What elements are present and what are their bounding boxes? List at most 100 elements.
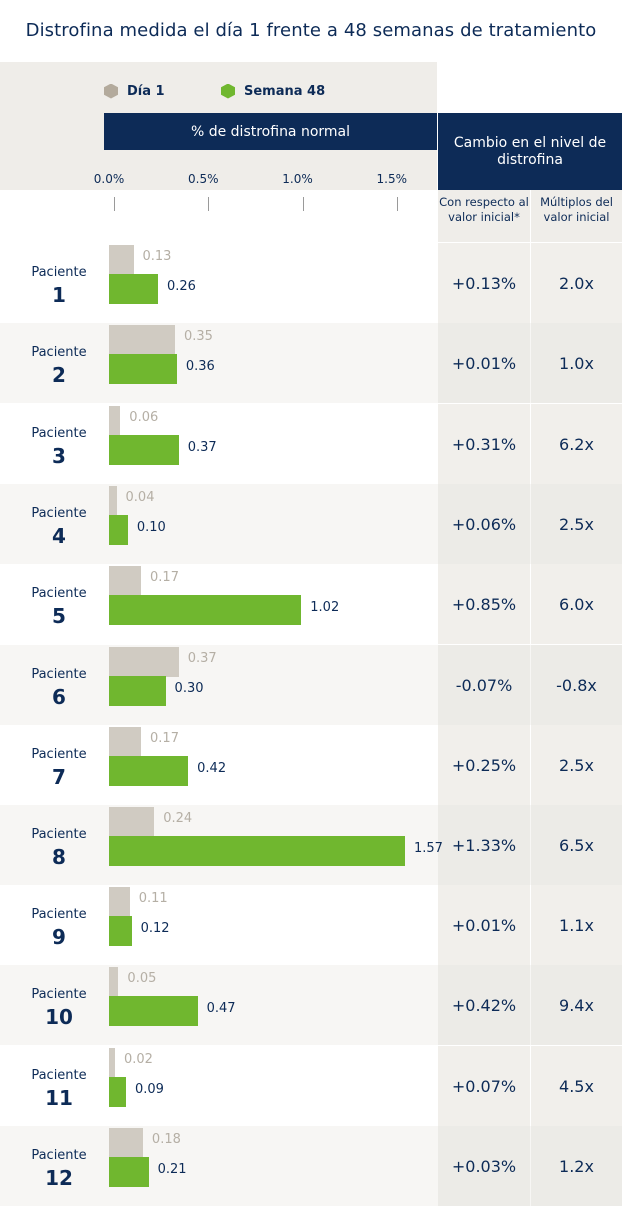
- patient-number: 2: [52, 363, 66, 387]
- change-vs-baseline-cell: +0.85%: [451, 594, 517, 614]
- patient-label: Paciente 1: [0, 243, 118, 323]
- tick-label: 0.0%: [93, 172, 125, 186]
- patient-label: Paciente 2: [0, 323, 118, 403]
- legend-label-week48: Semana 48: [244, 83, 326, 99]
- fold-change-cell: 6.0x: [559, 594, 594, 614]
- cell-background: [531, 243, 622, 323]
- hexagon-icon: [221, 83, 235, 99]
- table-row: Paciente 5 0.17 1.02 +0.85% 6.0x: [0, 564, 622, 644]
- patient-label: Paciente 4: [0, 484, 118, 564]
- data-label-week48: 0.10: [136, 520, 166, 535]
- data-label-day1: 0.17: [150, 731, 179, 746]
- patient-word: Paciente: [31, 1148, 87, 1163]
- fold-change-cell: 1.2x: [559, 1156, 594, 1176]
- bar-day1: [109, 647, 179, 677]
- table-row: Paciente 2 0.35 0.36 +0.01% 1.0x: [0, 323, 622, 403]
- data-label-week48: 1.57: [413, 841, 443, 856]
- change-vs-baseline-cell: +0.01%: [451, 915, 517, 935]
- bar-day1: [109, 325, 175, 355]
- fold-change-cell: 2.5x: [559, 755, 594, 775]
- bar-week48: [109, 756, 189, 786]
- data-label-day1: 0.06: [129, 410, 159, 425]
- patient-number: 11: [45, 1086, 73, 1110]
- bar-day1: [109, 1128, 143, 1158]
- data-label-week48: 0.21: [157, 1162, 187, 1177]
- cell-background: [531, 885, 622, 965]
- bar-day1: [109, 1048, 115, 1078]
- fold-change-cell: 6.5x: [559, 835, 594, 855]
- data-label-day1: 0.37: [187, 651, 217, 666]
- cell-background: [438, 885, 530, 965]
- table-row: Paciente 9 0.11 0.12 +0.01% 1.1x: [0, 885, 622, 965]
- cell-background: [531, 805, 622, 885]
- bar-week48: [109, 595, 302, 625]
- patient-label: Paciente 12: [0, 1126, 118, 1206]
- fold-change-cell: 2.5x: [559, 514, 594, 534]
- data-label-week48: 0.12: [140, 921, 170, 936]
- bar-day1: [109, 486, 117, 516]
- tick-line: [396, 197, 398, 211]
- patient-word: Paciente: [31, 506, 87, 521]
- bar-week48: [109, 916, 132, 946]
- patient-number: 8: [52, 845, 66, 869]
- data-label-day1: 0.35: [183, 329, 213, 344]
- bar-day1: [109, 245, 134, 275]
- change-vs-baseline-cell: +0.01%: [451, 353, 517, 373]
- patient-number: 9: [52, 925, 66, 949]
- legend-label-day1: Día 1: [127, 83, 165, 99]
- change-vs-baseline-cell: +0.03%: [451, 1156, 517, 1176]
- bar-week48: [109, 515, 128, 545]
- patient-number: 4: [52, 524, 66, 548]
- bar-day1: [109, 406, 121, 436]
- subheader-baseline: Con respecto al valor inicial*: [439, 195, 529, 224]
- patient-label: Paciente 3: [0, 404, 118, 484]
- cell-background: [438, 1126, 530, 1206]
- change-vs-baseline-cell: +0.25%: [451, 755, 517, 775]
- fold-change-cell: 1.1x: [559, 915, 594, 935]
- cell-background: [531, 323, 622, 403]
- hexagon-icon: [104, 83, 118, 99]
- fold-change-cell: 9.4x: [559, 995, 594, 1015]
- table-row: Paciente 1 0.13 0.26 +0.13% 2.0x: [0, 243, 622, 323]
- bar-week48: [109, 676, 166, 706]
- subheader-fold: Múltiplos del valor inicial: [540, 195, 613, 224]
- fold-change-cell: 6.2x: [559, 434, 594, 454]
- cell-background: [438, 243, 530, 323]
- chart-title: Distrofina medida el día 1 frente a 48 s…: [25, 20, 597, 41]
- fold-change-cell: 4.5x: [559, 1076, 594, 1096]
- fold-change-cell: 1.0x: [559, 353, 594, 373]
- tick-label: 1.0%: [282, 172, 313, 186]
- patient-word: Paciente: [31, 426, 87, 441]
- bar-week48: [109, 274, 158, 304]
- subheader-bg-baseline: [438, 190, 530, 242]
- cell-background: [531, 965, 622, 1045]
- patient-word: Paciente: [31, 987, 87, 1002]
- legend-item-week48: Semana 48: [221, 82, 325, 100]
- cell-background: [531, 725, 622, 805]
- patient-label: Paciente 5: [0, 564, 118, 644]
- table-row: Paciente 12 0.18 0.21 +0.03% 1.2x: [0, 1126, 622, 1206]
- cell-background: [531, 645, 622, 725]
- patient-label: Paciente 11: [0, 1046, 118, 1126]
- patient-number: 3: [52, 444, 66, 468]
- fold-change-cell: -0.8x: [556, 675, 597, 695]
- patient-label: Paciente 9: [0, 885, 118, 965]
- change-vs-baseline-cell: +0.07%: [451, 1076, 517, 1096]
- patient-number: 7: [52, 765, 66, 789]
- data-label-day1: 0.13: [142, 249, 172, 264]
- cell-background: [438, 323, 530, 403]
- bar-week48: [109, 996, 198, 1026]
- patient-label: Paciente 6: [0, 645, 118, 725]
- cell-background: [438, 725, 530, 805]
- patient-word: Paciente: [31, 345, 87, 360]
- axis-title: % de distrofina normal: [104, 113, 437, 150]
- fold-change-cell: 2.0x: [559, 273, 594, 293]
- patient-word: Paciente: [31, 907, 87, 922]
- cell-background: [531, 484, 622, 564]
- patient-word: Paciente: [31, 747, 87, 762]
- patient-number: 1: [52, 283, 66, 307]
- table-row: Paciente 8 0.24 1.57 +1.33% 6.5x: [0, 805, 622, 885]
- table-row: Paciente 10 0.05 0.47 +0.42% 9.4x: [0, 965, 622, 1045]
- bar-day1: [109, 727, 142, 757]
